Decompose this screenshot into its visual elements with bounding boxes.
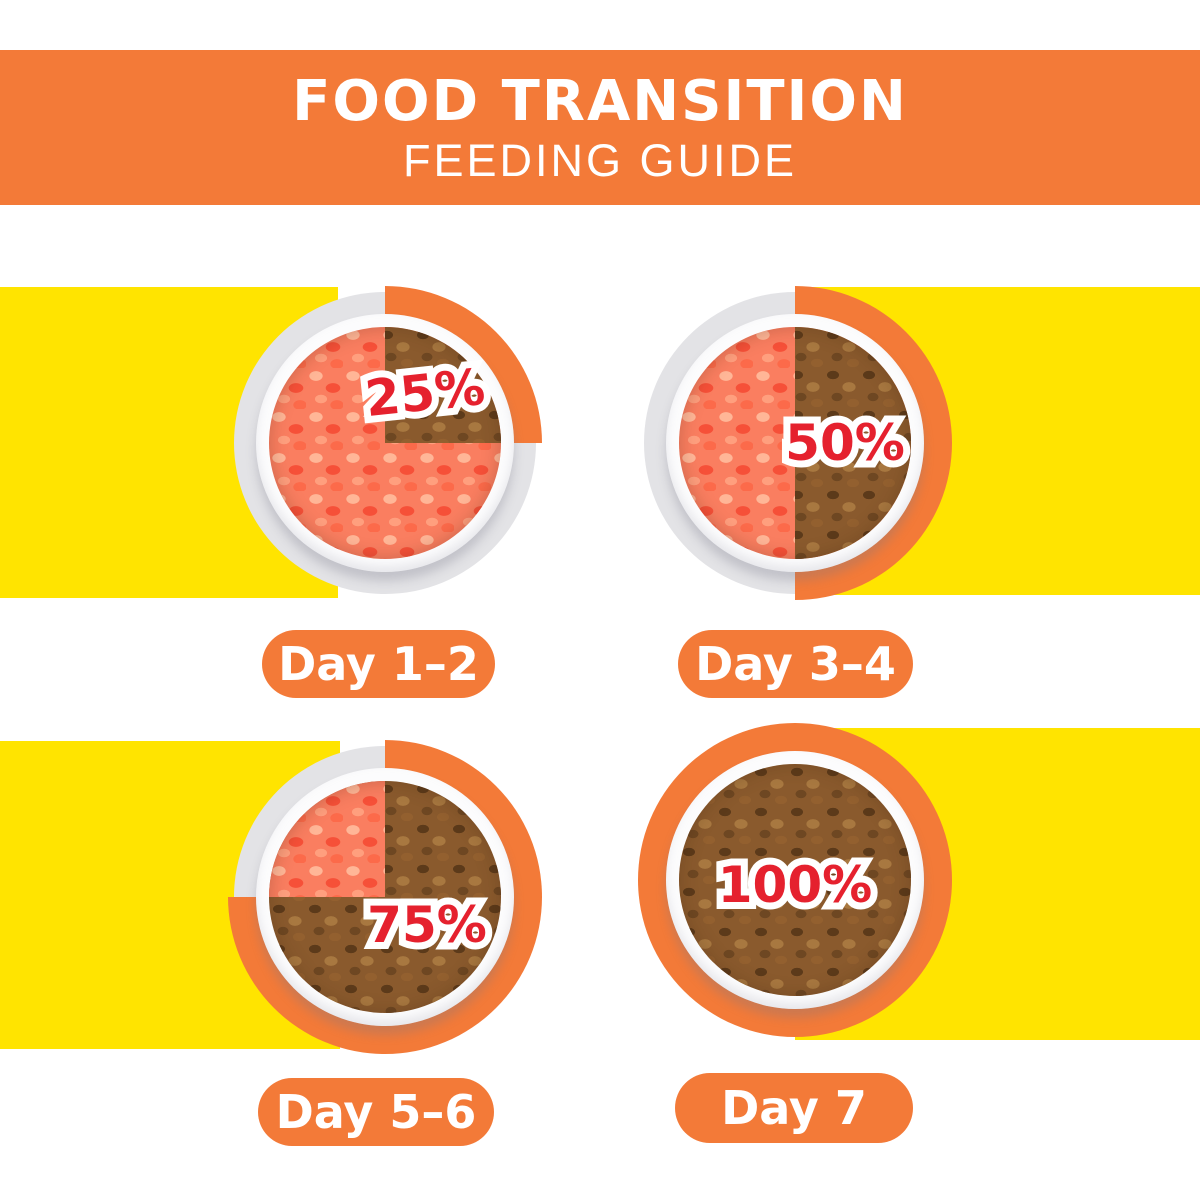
bowl-75-percent: 75% 75% (228, 740, 542, 1054)
new-food-area (795, 327, 911, 559)
header-banner: FOOD TRANSITION FEEDING GUIDE (0, 50, 1200, 205)
new-food-area (385, 327, 501, 443)
food-mix (679, 764, 911, 996)
day-pill-label: Day 1–2 (278, 637, 479, 691)
day-pill-label: Day 5–6 (275, 1085, 477, 1139)
day-pill: Day 5–6 (258, 1078, 494, 1146)
page-subtitle: FEEDING GUIDE (402, 135, 798, 186)
page-title: FOOD TRANSITION (292, 69, 908, 134)
day-pill: Day 1–2 (262, 630, 495, 698)
food-mix (679, 327, 911, 559)
percent-label: 75% (367, 896, 487, 954)
bowl-100-percent: 100% 100% (638, 723, 952, 1037)
percent-label: 25% (362, 357, 488, 429)
day-pill-label: Day 7 (721, 1081, 867, 1135)
day-pill-label: Day 3–4 (695, 637, 896, 691)
food-mix (269, 781, 501, 1013)
bowl-25-percent: 25% 25% (228, 286, 542, 600)
old-food-area (269, 781, 385, 897)
day-pill: Day 7 (675, 1073, 913, 1143)
percent-label: 100% (717, 856, 873, 914)
percent-label: 50% (785, 414, 905, 472)
new-food-area (679, 764, 911, 996)
day-pill: Day 3–4 (678, 630, 913, 698)
food-mix (269, 327, 501, 559)
bowl-50-percent: 50% 50% (638, 286, 952, 600)
